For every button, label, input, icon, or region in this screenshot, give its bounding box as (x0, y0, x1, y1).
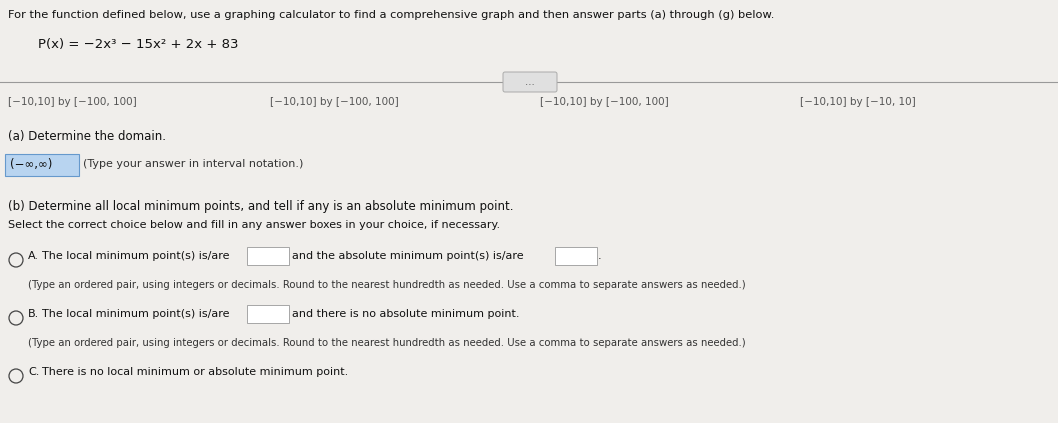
Text: For the function defined below, use a graphing calculator to find a comprehensiv: For the function defined below, use a gr… (8, 10, 774, 20)
Text: There is no local minimum or absolute minimum point.: There is no local minimum or absolute mi… (42, 367, 348, 377)
Text: (−∞,∞): (−∞,∞) (10, 157, 53, 170)
Text: and the absolute minimum point(s) is/are: and the absolute minimum point(s) is/are (292, 251, 524, 261)
Text: C.: C. (28, 367, 39, 377)
Text: The local minimum point(s) is/are: The local minimum point(s) is/are (42, 309, 230, 319)
Text: (Type an ordered pair, using integers or decimals. Round to the nearest hundredt: (Type an ordered pair, using integers or… (28, 338, 746, 348)
Text: .: . (598, 251, 602, 261)
Text: [−10,10] by [−100, 100]: [−10,10] by [−100, 100] (270, 97, 399, 107)
Text: [−10,10] by [−100, 100]: [−10,10] by [−100, 100] (8, 97, 136, 107)
Text: A.: A. (28, 251, 39, 261)
Text: The local minimum point(s) is/are: The local minimum point(s) is/are (42, 251, 230, 261)
Text: …: … (525, 77, 535, 87)
FancyBboxPatch shape (247, 247, 289, 265)
Text: (Type your answer in interval notation.): (Type your answer in interval notation.) (83, 159, 304, 169)
Text: [−10,10] by [−10, 10]: [−10,10] by [−10, 10] (800, 97, 916, 107)
Text: B.: B. (28, 309, 39, 319)
FancyBboxPatch shape (555, 247, 597, 265)
Text: (Type an ordered pair, using integers or decimals. Round to the nearest hundredt: (Type an ordered pair, using integers or… (28, 280, 746, 290)
Text: and there is no absolute minimum point.: and there is no absolute minimum point. (292, 309, 519, 319)
FancyBboxPatch shape (247, 305, 289, 323)
Text: (b) Determine all local minimum points, and tell if any is an absolute minimum p: (b) Determine all local minimum points, … (8, 200, 513, 213)
FancyBboxPatch shape (5, 154, 79, 176)
Text: [−10,10] by [−100, 100]: [−10,10] by [−100, 100] (540, 97, 669, 107)
FancyBboxPatch shape (503, 72, 557, 92)
Text: P(x) = −2x³ − 15x² + 2x + 83: P(x) = −2x³ − 15x² + 2x + 83 (38, 38, 238, 51)
Text: Select the correct choice below and fill in any answer boxes in your choice, if : Select the correct choice below and fill… (8, 220, 500, 230)
Text: (a) Determine the domain.: (a) Determine the domain. (8, 130, 166, 143)
